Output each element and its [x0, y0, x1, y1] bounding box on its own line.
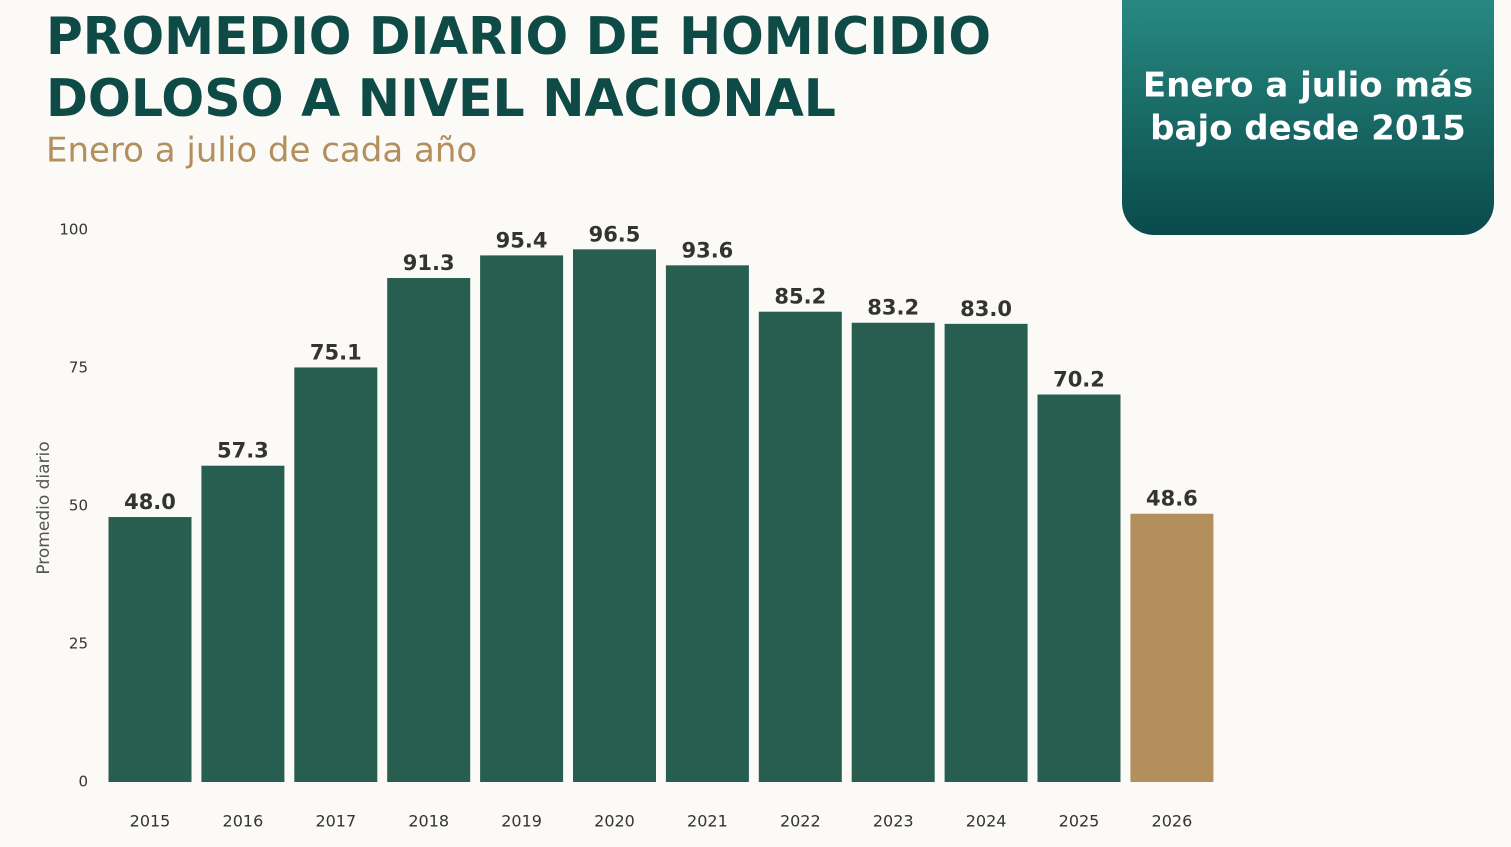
- x-tick-label: 2024: [966, 812, 1007, 831]
- y-tick-label: 75: [69, 359, 88, 377]
- value-label: 83.0: [960, 297, 1012, 321]
- y-tick-label: 50: [69, 497, 88, 515]
- value-label: 48.6: [1146, 487, 1198, 511]
- callout-text: Enero a julio más: [1143, 66, 1473, 106]
- value-label: 95.4: [496, 228, 548, 252]
- bar: [108, 517, 192, 782]
- x-tick-label: 2022: [780, 812, 821, 831]
- x-tick-label: 2020: [594, 812, 635, 831]
- callout-box: [1122, 0, 1494, 235]
- value-label: 83.2: [867, 296, 919, 320]
- bar: [944, 323, 1028, 782]
- bar: [387, 278, 471, 782]
- bar: [665, 265, 749, 782]
- subtitle: Enero a julio de cada año: [46, 131, 477, 171]
- value-label: 96.5: [589, 222, 641, 246]
- x-tick-label: 2023: [873, 812, 914, 831]
- x-tick-label: 2025: [1059, 812, 1100, 831]
- value-label: 57.3: [217, 439, 269, 463]
- bar: [1130, 513, 1214, 782]
- x-tick-label: 2017: [315, 812, 356, 831]
- x-tick-label: 2026: [1152, 812, 1193, 831]
- bar: [758, 311, 842, 782]
- y-axis-label: Promedio diario: [34, 441, 54, 574]
- bar: [1037, 394, 1121, 782]
- bar: [294, 367, 378, 782]
- value-label: 93.6: [681, 238, 733, 262]
- x-tick-label: 2019: [501, 812, 542, 831]
- value-label: 91.3: [403, 251, 455, 275]
- value-label: 70.2: [1053, 367, 1105, 391]
- chart-title: PROMEDIO DIARIO DE HOMICIDIO: [46, 7, 991, 67]
- y-tick-label: 25: [69, 635, 88, 653]
- x-tick-label: 2021: [687, 812, 728, 831]
- callout-text: bajo desde 2015: [1150, 109, 1466, 149]
- bar: [851, 322, 935, 782]
- bar: [480, 255, 564, 783]
- value-label: 75.1: [310, 340, 362, 364]
- bar: [573, 249, 656, 782]
- x-tick-label: 2015: [130, 812, 171, 831]
- y-tick-label: 0: [78, 773, 88, 791]
- bar: [201, 465, 285, 782]
- x-tick-label: 2018: [408, 812, 449, 831]
- value-label: 85.2: [774, 285, 826, 309]
- chart-title: DOLOSO A NIVEL NACIONAL: [46, 69, 836, 129]
- y-tick-label: 100: [59, 221, 88, 239]
- x-tick-label: 2016: [223, 812, 264, 831]
- value-label: 48.0: [124, 490, 176, 514]
